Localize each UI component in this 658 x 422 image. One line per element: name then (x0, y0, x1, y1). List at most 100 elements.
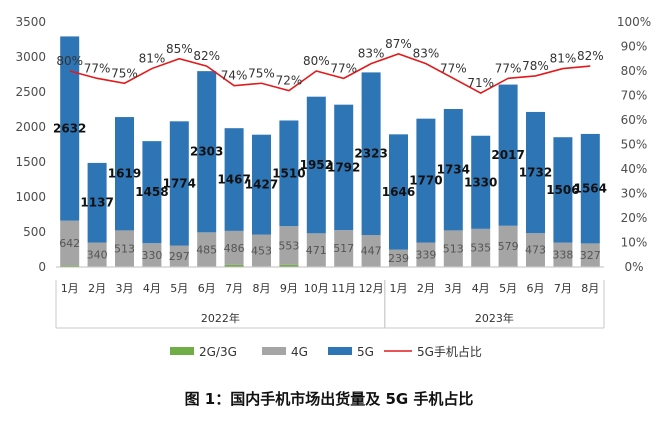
data-label-5g: 1774 (163, 176, 196, 190)
bar-4g (526, 233, 545, 267)
y-right-tick-label: 70% (621, 89, 648, 103)
y-left-tick-label: 500 (23, 225, 46, 239)
bar-5g (471, 135, 491, 229)
year-group-label: 2023年 (475, 311, 514, 325)
x-category-label: 6月 (527, 282, 545, 295)
y-right-tick-label: 10% (621, 236, 648, 250)
data-label-5g: 1506 (546, 183, 579, 197)
bar-5g (553, 137, 573, 243)
x-category-label: 5月 (499, 282, 517, 295)
y-right-tick-label: 50% (621, 138, 648, 152)
bar-4g (498, 225, 518, 267)
bar-4g (443, 230, 463, 267)
data-label-5g: 1732 (519, 166, 552, 180)
data-label-5g: 1330 (464, 175, 497, 189)
data-label-4g: 339 (415, 248, 436, 261)
bar-4g (279, 226, 299, 265)
data-label-4g: 485 (196, 243, 217, 256)
bar-4g (580, 243, 600, 267)
data-label-5g-share: 75% (111, 66, 138, 80)
y-left-tick-label: 1500 (15, 155, 46, 169)
data-label-5g-share: 80% (56, 54, 83, 68)
data-label-5g: 1770 (409, 174, 442, 188)
data-label-5g: 1734 (437, 163, 470, 177)
legend-2g3g-label: 2G/3G (199, 345, 237, 359)
y-right-tick-label: 20% (621, 211, 648, 225)
x-category-label: 3月 (116, 282, 134, 295)
x-category-label: 2月 (88, 282, 106, 295)
bar-5g (197, 71, 217, 233)
y-left-tick-label: 2000 (15, 120, 46, 134)
legend-2g3g-swatch (170, 347, 194, 355)
bar-2g3g (279, 264, 299, 267)
bar-5g (389, 134, 408, 250)
data-label-5g-share: 83% (358, 47, 385, 61)
bar-4g (252, 234, 271, 267)
data-label-4g: 513 (114, 242, 135, 255)
x-category-label: 4月 (472, 282, 490, 295)
bar-2g3g (60, 265, 80, 267)
bar-4g (553, 242, 573, 267)
x-category-label: 11月 (331, 282, 356, 295)
data-label-5g: 1952 (300, 158, 333, 172)
data-label-5g-share: 75% (248, 66, 275, 80)
y-right-tick-label: 40% (621, 162, 648, 176)
data-label-5g: 2017 (491, 148, 524, 162)
data-label-4g: 239 (388, 252, 409, 265)
bar-5g (115, 117, 134, 231)
bar-5g (498, 84, 518, 226)
x-category-label: 7月 (554, 282, 572, 295)
bar-5g (306, 96, 326, 234)
data-label-5g-share: 74% (221, 69, 248, 83)
data-label-5g-share: 77% (84, 61, 111, 75)
data-label-4g: 338 (552, 248, 573, 261)
x-category-label: 3月 (444, 282, 462, 295)
y-right-tick-label: 80% (621, 64, 648, 78)
bar-5g (169, 121, 189, 246)
x-category-label: 5月 (170, 282, 188, 295)
bar-4g (389, 249, 408, 267)
x-category-label: 8月 (581, 282, 599, 295)
data-label-4g: 553 (278, 240, 299, 253)
data-label-4g: 330 (141, 249, 162, 262)
bar-4g (87, 242, 107, 267)
bar-5g (60, 36, 80, 221)
year-group-label: 2022年 (201, 311, 240, 325)
data-label-5g: 1458 (135, 185, 168, 199)
data-label-4g: 471 (306, 244, 327, 257)
data-label-5g: 1792 (327, 160, 360, 174)
data-label-4g: 513 (443, 242, 464, 255)
bar-5g (580, 133, 600, 244)
bar-5g (142, 141, 162, 244)
data-label-4g: 642 (59, 237, 80, 250)
bar-4g (361, 235, 381, 267)
data-label-5g-share: 81% (139, 52, 166, 66)
y-left-tick-label: 0 (38, 260, 46, 274)
data-label-5g: 2323 (354, 147, 387, 161)
data-label-5g-share: 72% (276, 74, 303, 88)
x-category-label: 4月 (143, 282, 161, 295)
legend-5g-swatch (328, 347, 352, 355)
bar-5g (87, 162, 107, 243)
data-label-5g: 1467 (217, 173, 250, 187)
data-label-5g: 2303 (190, 145, 223, 159)
bar-4g (334, 230, 354, 267)
legend-5g-label: 5G (357, 345, 374, 359)
data-label-5g-share: 77% (495, 61, 522, 75)
bar-5g (224, 128, 244, 231)
legend-4g-swatch (262, 347, 286, 355)
data-label-4g: 473 (525, 244, 546, 257)
data-label-5g: 1646 (382, 185, 415, 199)
data-label-5g-share: 81% (550, 52, 577, 66)
data-label-5g-share: 78% (522, 59, 549, 73)
bar-4g (224, 230, 244, 265)
bar-4g (306, 233, 326, 267)
x-category-label: 8月 (253, 282, 271, 295)
y-left-tick-label: 1000 (15, 190, 46, 204)
legend-4g-label: 4G (291, 345, 308, 359)
data-label-5g-share: 80% (303, 54, 330, 68)
bar-5g (334, 104, 354, 231)
data-label-4g: 453 (251, 244, 272, 257)
